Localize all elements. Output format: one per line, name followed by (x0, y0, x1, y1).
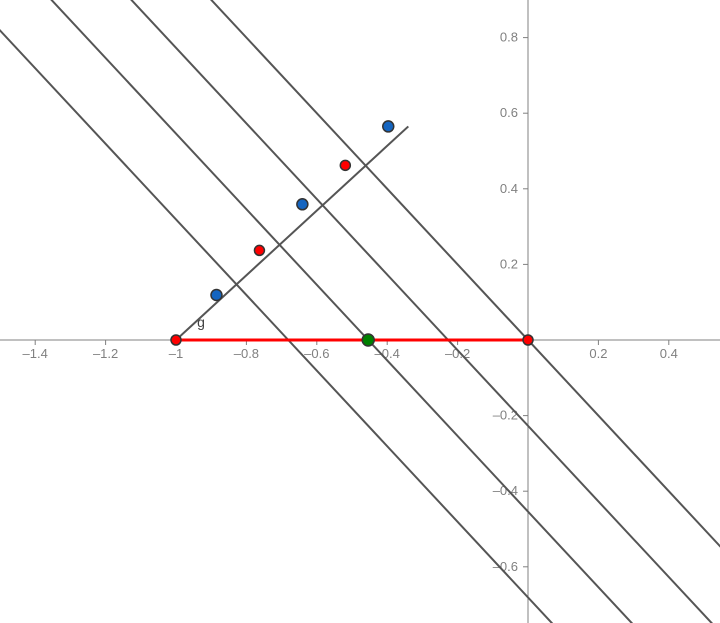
svg-text:–0.6: –0.6 (304, 346, 329, 361)
text-labels: g (197, 314, 205, 330)
x-ticks: –1.4–1.2–1–0.8–0.6–0.4–0.20.20.4 (23, 340, 678, 361)
svg-text:–0.4: –0.4 (375, 346, 400, 361)
svg-text:–1.4: –1.4 (23, 346, 48, 361)
plot-points (171, 121, 533, 346)
ascending-line (176, 126, 408, 340)
svg-text:0.6: 0.6 (500, 105, 518, 120)
svg-text:0.8: 0.8 (500, 30, 518, 45)
diagonal-lines (0, 0, 720, 623)
svg-text:0.4: 0.4 (660, 346, 678, 361)
svg-text:–0.6: –0.6 (493, 559, 518, 574)
svg-text:g: g (197, 314, 205, 330)
svg-text:–1.2: –1.2 (93, 346, 118, 361)
svg-text:–1: –1 (169, 346, 183, 361)
svg-text:–0.8: –0.8 (234, 346, 259, 361)
coordinate-plot[interactable]: –1.4–1.2–1–0.8–0.6–0.4–0.20.20.4 0.80.60… (0, 0, 720, 623)
svg-text:0.4: 0.4 (500, 181, 518, 196)
svg-text:0.2: 0.2 (589, 346, 607, 361)
svg-text:0.2: 0.2 (500, 256, 518, 271)
